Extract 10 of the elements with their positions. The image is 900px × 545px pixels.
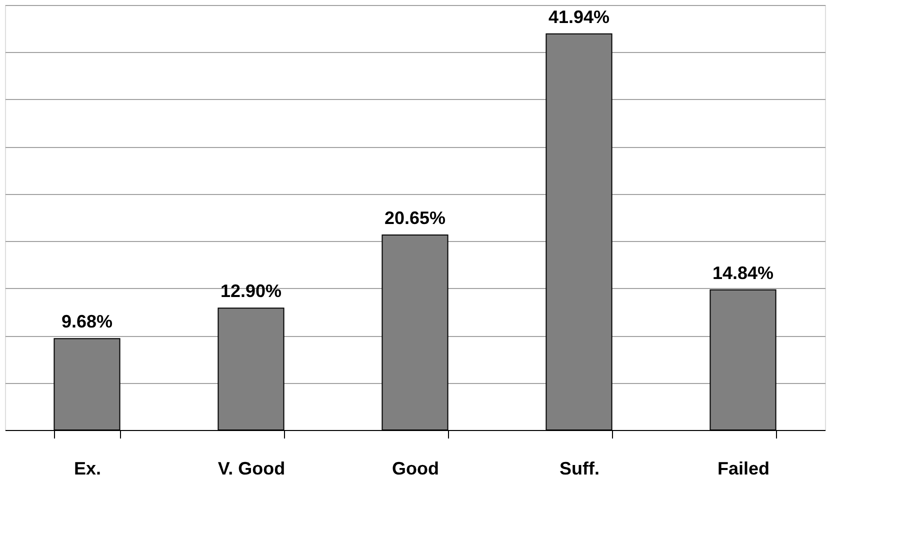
data-label: 20.65% (384, 208, 446, 228)
x-tick-label: Ex. (74, 458, 102, 478)
data-label: 41.94% (548, 6, 610, 27)
data-label: 14.84% (712, 262, 774, 283)
x-tick-label: V. Good (218, 458, 286, 478)
data-label: 12.90% (220, 281, 282, 302)
x-tick-label: Failed (717, 458, 770, 478)
data-label: 9.68% (61, 312, 113, 332)
x-tick-label: Suff. (560, 458, 600, 478)
x-tick-label: Good (392, 458, 439, 478)
